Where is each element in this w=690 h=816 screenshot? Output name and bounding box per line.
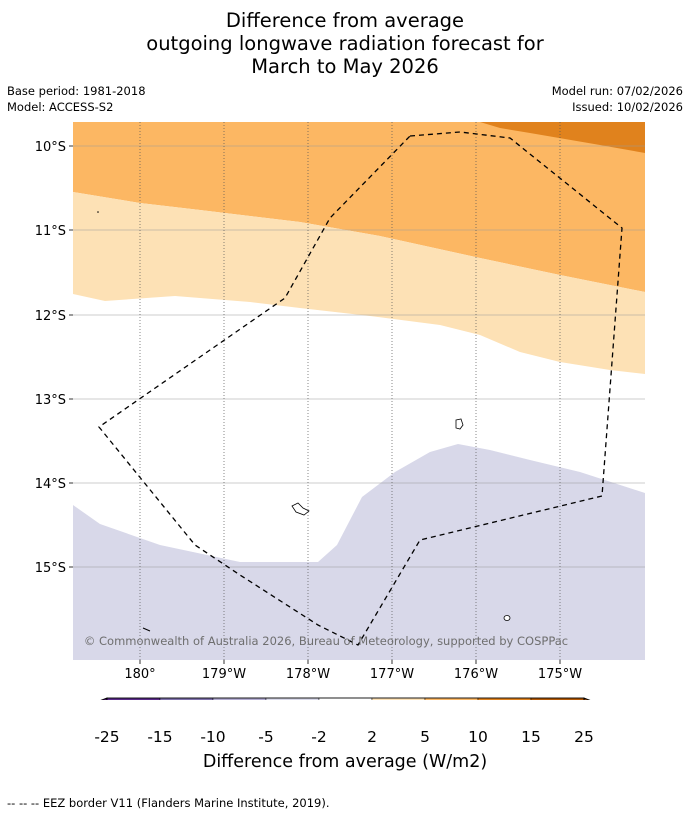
latitude-label: 13°S: [35, 393, 66, 408]
colorbar-tick-label: 10: [468, 728, 488, 746]
latitude-label: 15°S: [35, 561, 66, 576]
colorbar-tick-label: -10: [200, 728, 226, 746]
longitude-label: 178°W: [286, 667, 330, 682]
colorbar-tick-label: -2: [311, 728, 327, 746]
gridlines: [73, 122, 645, 660]
title-line-2: outgoing longwave radiation forecast for: [146, 32, 544, 55]
island-marker-dot: [97, 211, 99, 213]
title-line-3: March to May 2026: [251, 55, 439, 78]
issued-date: Issued: 10/02/2026: [572, 100, 683, 114]
colorbar-extend-high: [583, 697, 591, 700]
anomaly-region-2-to-5: [73, 192, 645, 374]
latitude-label: 14°S: [35, 477, 66, 492]
colorbar-tick-label: -25: [94, 728, 120, 746]
eez-border: [98, 131, 623, 646]
anomaly-region-neg5-to-neg2: [73, 444, 645, 660]
island-marker-far-south: [142, 627, 151, 632]
longitude-label: 176°W: [454, 667, 498, 682]
island-marker-south: [503, 615, 511, 621]
anomaly-region-5-to-10: [73, 122, 645, 292]
longitude-labels: 180° 179°W 178°W 177°W 176°W 175°W: [124, 660, 582, 682]
island-marker-north: [455, 418, 464, 430]
colorbar-outline: [106, 697, 585, 700]
colorbar-tick-label: -15: [147, 728, 173, 746]
colorbar: [100, 697, 591, 700]
colorbar-tick-label: -5: [258, 728, 274, 746]
eez-legend-note: -- -- -- EEZ border V11 (Flanders Marine…: [7, 796, 330, 810]
model-run: Model run: 07/02/2026: [551, 84, 683, 98]
longitude-label: 177°W: [370, 667, 414, 682]
colorbar-tick-label: 5: [420, 728, 430, 746]
forecast-map: © Commonwealth of Australia 2026, Bureau…: [35, 122, 645, 700]
longitude-label: 175°W: [538, 667, 582, 682]
colorbar-extend-low: [100, 697, 108, 700]
anomaly-region-10-to-15: [480, 122, 645, 153]
base-period: Base period: 1981-2018: [7, 84, 146, 98]
island-marker-west: [291, 502, 310, 516]
colorbar-title: Difference from average (W/m2): [202, 752, 488, 772]
latitude-label: 10°S: [35, 140, 66, 155]
model-name: Model: ACCESS-S2: [7, 100, 114, 114]
title-line-1: Difference from average: [225, 9, 465, 32]
longitude-label: 180°: [124, 667, 155, 682]
latitude-labels: 10°S 11°S 12°S 13°S 14°S 15°S: [35, 140, 73, 576]
colorbar-tick-label: 25: [574, 728, 594, 746]
colorbar-tick-label: 15: [521, 728, 541, 746]
longitude-label: 179°W: [202, 667, 246, 682]
latitude-label: 11°S: [35, 224, 66, 239]
latitude-label: 12°S: [35, 309, 66, 324]
colorbar-tick-label: 2: [367, 728, 377, 746]
copyright-notice: © Commonwealth of Australia 2026, Bureau…: [84, 634, 568, 648]
